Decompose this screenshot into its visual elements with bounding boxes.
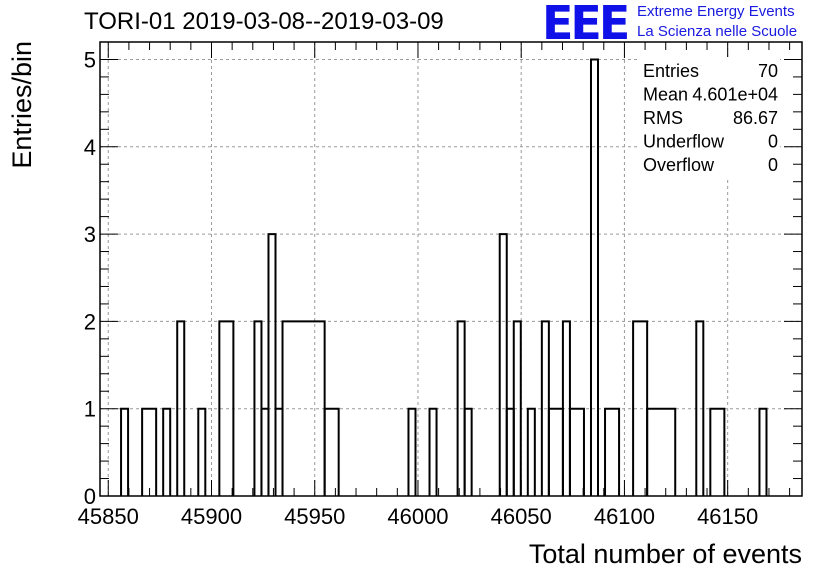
logo-text-line2: La Scienza nelle Scuole (637, 23, 798, 40)
histogram-bin (141, 407, 158, 496)
y-tick-label: 5 (84, 47, 96, 72)
histogram-bin (498, 233, 508, 496)
stats-label: Overflow (643, 155, 715, 175)
y-tick-label: 3 (84, 222, 96, 247)
y-tick-label: 2 (84, 309, 96, 334)
histogram-bin (274, 407, 284, 496)
eee-logo: EEE (542, 0, 630, 50)
stats-label: Mean (643, 85, 688, 105)
histogram-bars (120, 58, 768, 496)
histogram-bin (162, 407, 172, 496)
x-tick-label: 45900 (181, 504, 242, 529)
logo-text-line1: Extreme Energy Events (637, 3, 795, 20)
chart-title: TORI-01 2019-03-08--2019-03-09 (84, 8, 444, 35)
histogram-bin (709, 407, 726, 496)
histogram-bin (260, 407, 270, 496)
histogram-bin (505, 407, 515, 496)
x-tick-label: 45950 (284, 504, 345, 529)
stats-value: 70 (758, 61, 778, 81)
y-axis-label: Entries/bin (7, 41, 37, 169)
histogram-bin (604, 407, 621, 496)
x-tick-label: 45850 (78, 504, 139, 529)
histogram-bin (695, 320, 705, 496)
histogram-bin (568, 407, 585, 496)
stats-value: 4.601e+04 (692, 85, 778, 105)
histogram-bin (176, 320, 186, 496)
stats-value: 86.67 (733, 108, 778, 128)
histogram-bin (758, 407, 768, 496)
axes: 45850 45900 45950 46000 46050 46100 46150 0 1 2 3 4… (78, 41, 803, 529)
x-axis-label: Total number of events (529, 539, 802, 569)
x-tick-label: 46150 (697, 504, 758, 529)
stats-value: 0 (768, 155, 778, 175)
histogram-bin (646, 407, 677, 496)
y-tick-label: 4 (84, 135, 96, 160)
histogram-bin (197, 407, 207, 496)
histogram-bin (267, 233, 277, 496)
stats-value: 0 (768, 132, 778, 152)
histogram-bin (463, 407, 473, 496)
x-tick-label: 46050 (491, 504, 552, 529)
x-tick-label: 46100 (594, 504, 655, 529)
y-tick-label: 1 (84, 397, 96, 422)
stats-label: Entries (643, 61, 699, 81)
histogram-bin (547, 407, 564, 496)
histogram-bin (323, 407, 340, 496)
stats-label: RMS (643, 108, 683, 128)
stats-box: Entries 70 Mean 4.601e+04 RMS 86.67 Underflow 0… (638, 57, 780, 177)
stats-background (638, 57, 780, 177)
histogram-bin (407, 407, 417, 496)
histogram-bin (120, 407, 130, 496)
histogram-bin (512, 320, 522, 496)
histogram-bin (589, 58, 600, 496)
histogram-bin (526, 407, 536, 496)
y-tick-label: 0 (84, 484, 96, 509)
stats-label: Underflow (643, 132, 725, 152)
histogram-bin (428, 407, 438, 496)
x-tick-label: 46000 (387, 504, 448, 529)
histogram-bin (218, 320, 235, 496)
